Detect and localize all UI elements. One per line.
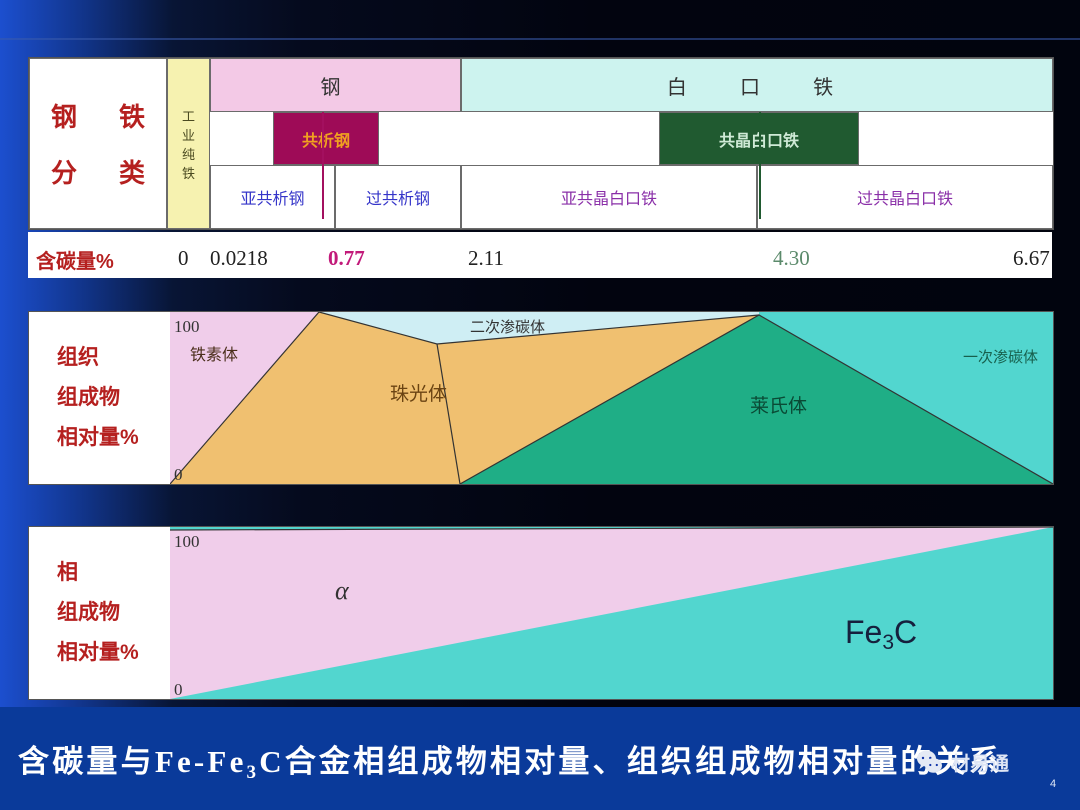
svg-text:100: 100 (174, 532, 200, 551)
svg-text:Fe3C: Fe3C (845, 614, 917, 654)
svg-text:100: 100 (174, 317, 200, 336)
svg-text:α: α (335, 576, 350, 605)
svg-text:莱氏体: 莱氏体 (750, 395, 807, 417)
svg-text:珠光体: 珠光体 (390, 383, 447, 405)
svg-text:0: 0 (174, 680, 183, 699)
svg-text:二次渗碳体: 二次渗碳体 (470, 319, 545, 336)
svg-text:一次渗碳体: 一次渗碳体 (963, 349, 1038, 366)
svg-text:0: 0 (174, 465, 183, 484)
svg-text:铁素体: 铁素体 (190, 346, 238, 364)
